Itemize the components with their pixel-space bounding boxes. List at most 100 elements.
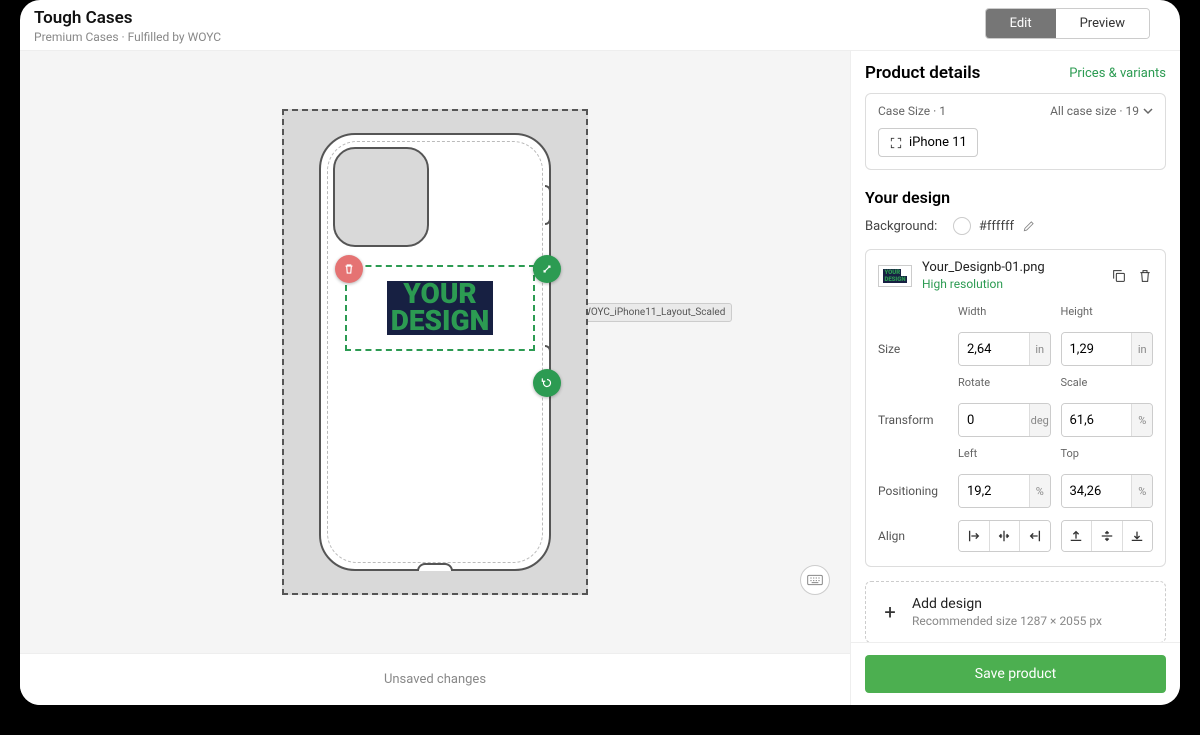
page-subtitle: Premium Cases · Fulfilled by WOYC xyxy=(34,30,221,44)
keyboard-shortcuts-button[interactable] xyxy=(800,565,830,595)
delete-handle[interactable] xyxy=(335,255,363,283)
top-input[interactable]: % xyxy=(1061,474,1154,508)
design-thumbnail: YOURDESIGN xyxy=(878,265,912,287)
align-left-button[interactable] xyxy=(959,521,990,551)
phone-case-outline: YOUR DESIGN xyxy=(319,133,551,571)
sidebar-footer: Save product xyxy=(851,642,1180,705)
design-card-header: YOURDESIGN Your_Designb-01.png High reso… xyxy=(878,260,1153,291)
align-top-icon xyxy=(1069,529,1083,543)
rotate-icon xyxy=(540,376,554,390)
background-value: #ffffff xyxy=(979,219,1014,234)
title-block: Tough Cases Premium Cases · Fulfilled by… xyxy=(34,8,221,44)
size-label: Size xyxy=(878,342,948,356)
design-placeholder-text: YOUR DESIGN xyxy=(387,281,494,334)
background-swatch-group[interactable]: #ffffff xyxy=(953,217,1036,235)
your-design-heading: Your design xyxy=(865,188,1166,207)
variant-right-label: All case size · 19 xyxy=(1050,104,1139,118)
unit-deg: deg xyxy=(1029,404,1050,436)
sidebar-scroll[interactable]: Case Size · 1 All case size · 19 iPhone … xyxy=(851,93,1180,642)
sidebar: Product details Prices & variants Case S… xyxy=(850,51,1180,705)
align-vcenter-button[interactable] xyxy=(1092,521,1123,551)
plus-icon: + xyxy=(880,600,900,624)
sidebar-header: Product details Prices & variants xyxy=(851,51,1180,93)
copy-icon[interactable] xyxy=(1111,268,1127,284)
background-row: Background: #ffffff xyxy=(865,217,1166,235)
align-right-icon xyxy=(1028,529,1042,543)
align-label: Align xyxy=(878,529,948,543)
left-label: Left xyxy=(958,447,1051,460)
color-swatch[interactable] xyxy=(953,217,971,235)
unit-pct: % xyxy=(1131,404,1152,436)
canvas-inner[interactable]: WOYC_iPhone11_Layout_Scaled YOUR DESIGN xyxy=(20,51,850,653)
artboard[interactable]: YOUR DESIGN xyxy=(282,109,588,595)
top-label: Top xyxy=(1061,447,1154,460)
side-notch xyxy=(545,185,551,225)
align-bottom-icon xyxy=(1130,529,1144,543)
fullscreen-icon xyxy=(889,136,903,150)
unsaved-status: Unsaved changes xyxy=(384,672,486,687)
align-hcenter-icon xyxy=(997,529,1011,543)
unit-pct: % xyxy=(1029,475,1050,507)
align-right-button[interactable] xyxy=(1020,521,1050,551)
expand-icon xyxy=(540,262,554,276)
camera-cutout xyxy=(333,147,429,247)
design-text-line2: DESIGN xyxy=(387,308,494,335)
trash-icon[interactable] xyxy=(1137,268,1153,284)
variant-all-dropdown[interactable]: All case size · 19 xyxy=(1050,104,1153,118)
trash-icon xyxy=(342,262,356,276)
align-top-button[interactable] xyxy=(1062,521,1093,551)
add-design-subtitle: Recommended size 1287 × 2055 px xyxy=(912,614,1102,628)
rotate-field[interactable] xyxy=(959,404,1029,436)
left-field[interactable] xyxy=(959,475,1029,507)
align-bottom-button[interactable] xyxy=(1123,521,1153,551)
design-filename: Your_Designb-01.png xyxy=(922,260,1101,275)
top-bar: Tough Cases Premium Cases · Fulfilled by… xyxy=(20,0,1180,51)
align-horizontal-group xyxy=(958,520,1051,552)
design-bounding-box[interactable]: YOUR DESIGN xyxy=(345,265,535,351)
height-field[interactable] xyxy=(1062,333,1132,365)
top-field[interactable] xyxy=(1062,475,1132,507)
height-label: Height xyxy=(1061,305,1154,318)
canvas-area: WOYC_iPhone11_Layout_Scaled YOUR DESIGN xyxy=(20,51,850,705)
scale-handle[interactable] xyxy=(533,255,561,283)
rotate-input[interactable]: deg xyxy=(958,403,1051,437)
width-field[interactable] xyxy=(959,333,1029,365)
design-resolution-note: High resolution xyxy=(922,277,1101,291)
tab-preview[interactable]: Preview xyxy=(1056,9,1149,38)
variant-left-label: Case Size · 1 xyxy=(878,104,946,118)
variant-card: Case Size · 1 All case size · 19 iPhone … xyxy=(865,93,1166,170)
pencil-icon[interactable] xyxy=(1022,219,1036,233)
align-hcenter-button[interactable] xyxy=(990,521,1021,551)
scale-field[interactable] xyxy=(1062,404,1132,436)
height-input[interactable]: in xyxy=(1061,332,1154,366)
width-label: Width xyxy=(958,305,1051,318)
keyboard-icon xyxy=(807,574,823,586)
unit-pct: % xyxy=(1131,475,1152,507)
left-input[interactable]: % xyxy=(958,474,1051,508)
align-vertical-group xyxy=(1061,520,1154,552)
rotate-label: Rotate xyxy=(958,376,1051,389)
unit-in: in xyxy=(1029,333,1050,365)
align-vcenter-icon xyxy=(1100,529,1114,543)
design-actions xyxy=(1111,268,1153,284)
layer-name-chip: WOYC_iPhone11_Layout_Scaled xyxy=(575,303,732,322)
align-left-icon xyxy=(967,529,981,543)
design-meta: Your_Designb-01.png High resolution xyxy=(922,260,1101,291)
bottom-notch xyxy=(417,563,453,571)
scale-label: Scale xyxy=(1061,376,1154,389)
width-input[interactable]: in xyxy=(958,332,1051,366)
variant-chip[interactable]: iPhone 11 xyxy=(878,128,978,157)
rotate-handle[interactable] xyxy=(533,369,561,397)
variant-chip-label: iPhone 11 xyxy=(909,135,967,150)
unit-in: in xyxy=(1131,333,1152,365)
save-product-button[interactable]: Save product xyxy=(865,655,1166,693)
tab-edit[interactable]: Edit xyxy=(986,9,1056,38)
body: WOYC_iPhone11_Layout_Scaled YOUR DESIGN xyxy=(20,51,1180,705)
add-design-card[interactable]: + Add design Recommended size 1287 × 205… xyxy=(865,581,1166,642)
prices-variants-link[interactable]: Prices & variants xyxy=(1069,66,1166,81)
scale-input[interactable]: % xyxy=(1061,403,1154,437)
caret-down-icon xyxy=(1143,106,1153,116)
page-title: Tough Cases xyxy=(34,8,221,28)
canvas-footer: Unsaved changes xyxy=(20,653,850,705)
variant-summary: Case Size · 1 All case size · 19 xyxy=(878,104,1153,118)
